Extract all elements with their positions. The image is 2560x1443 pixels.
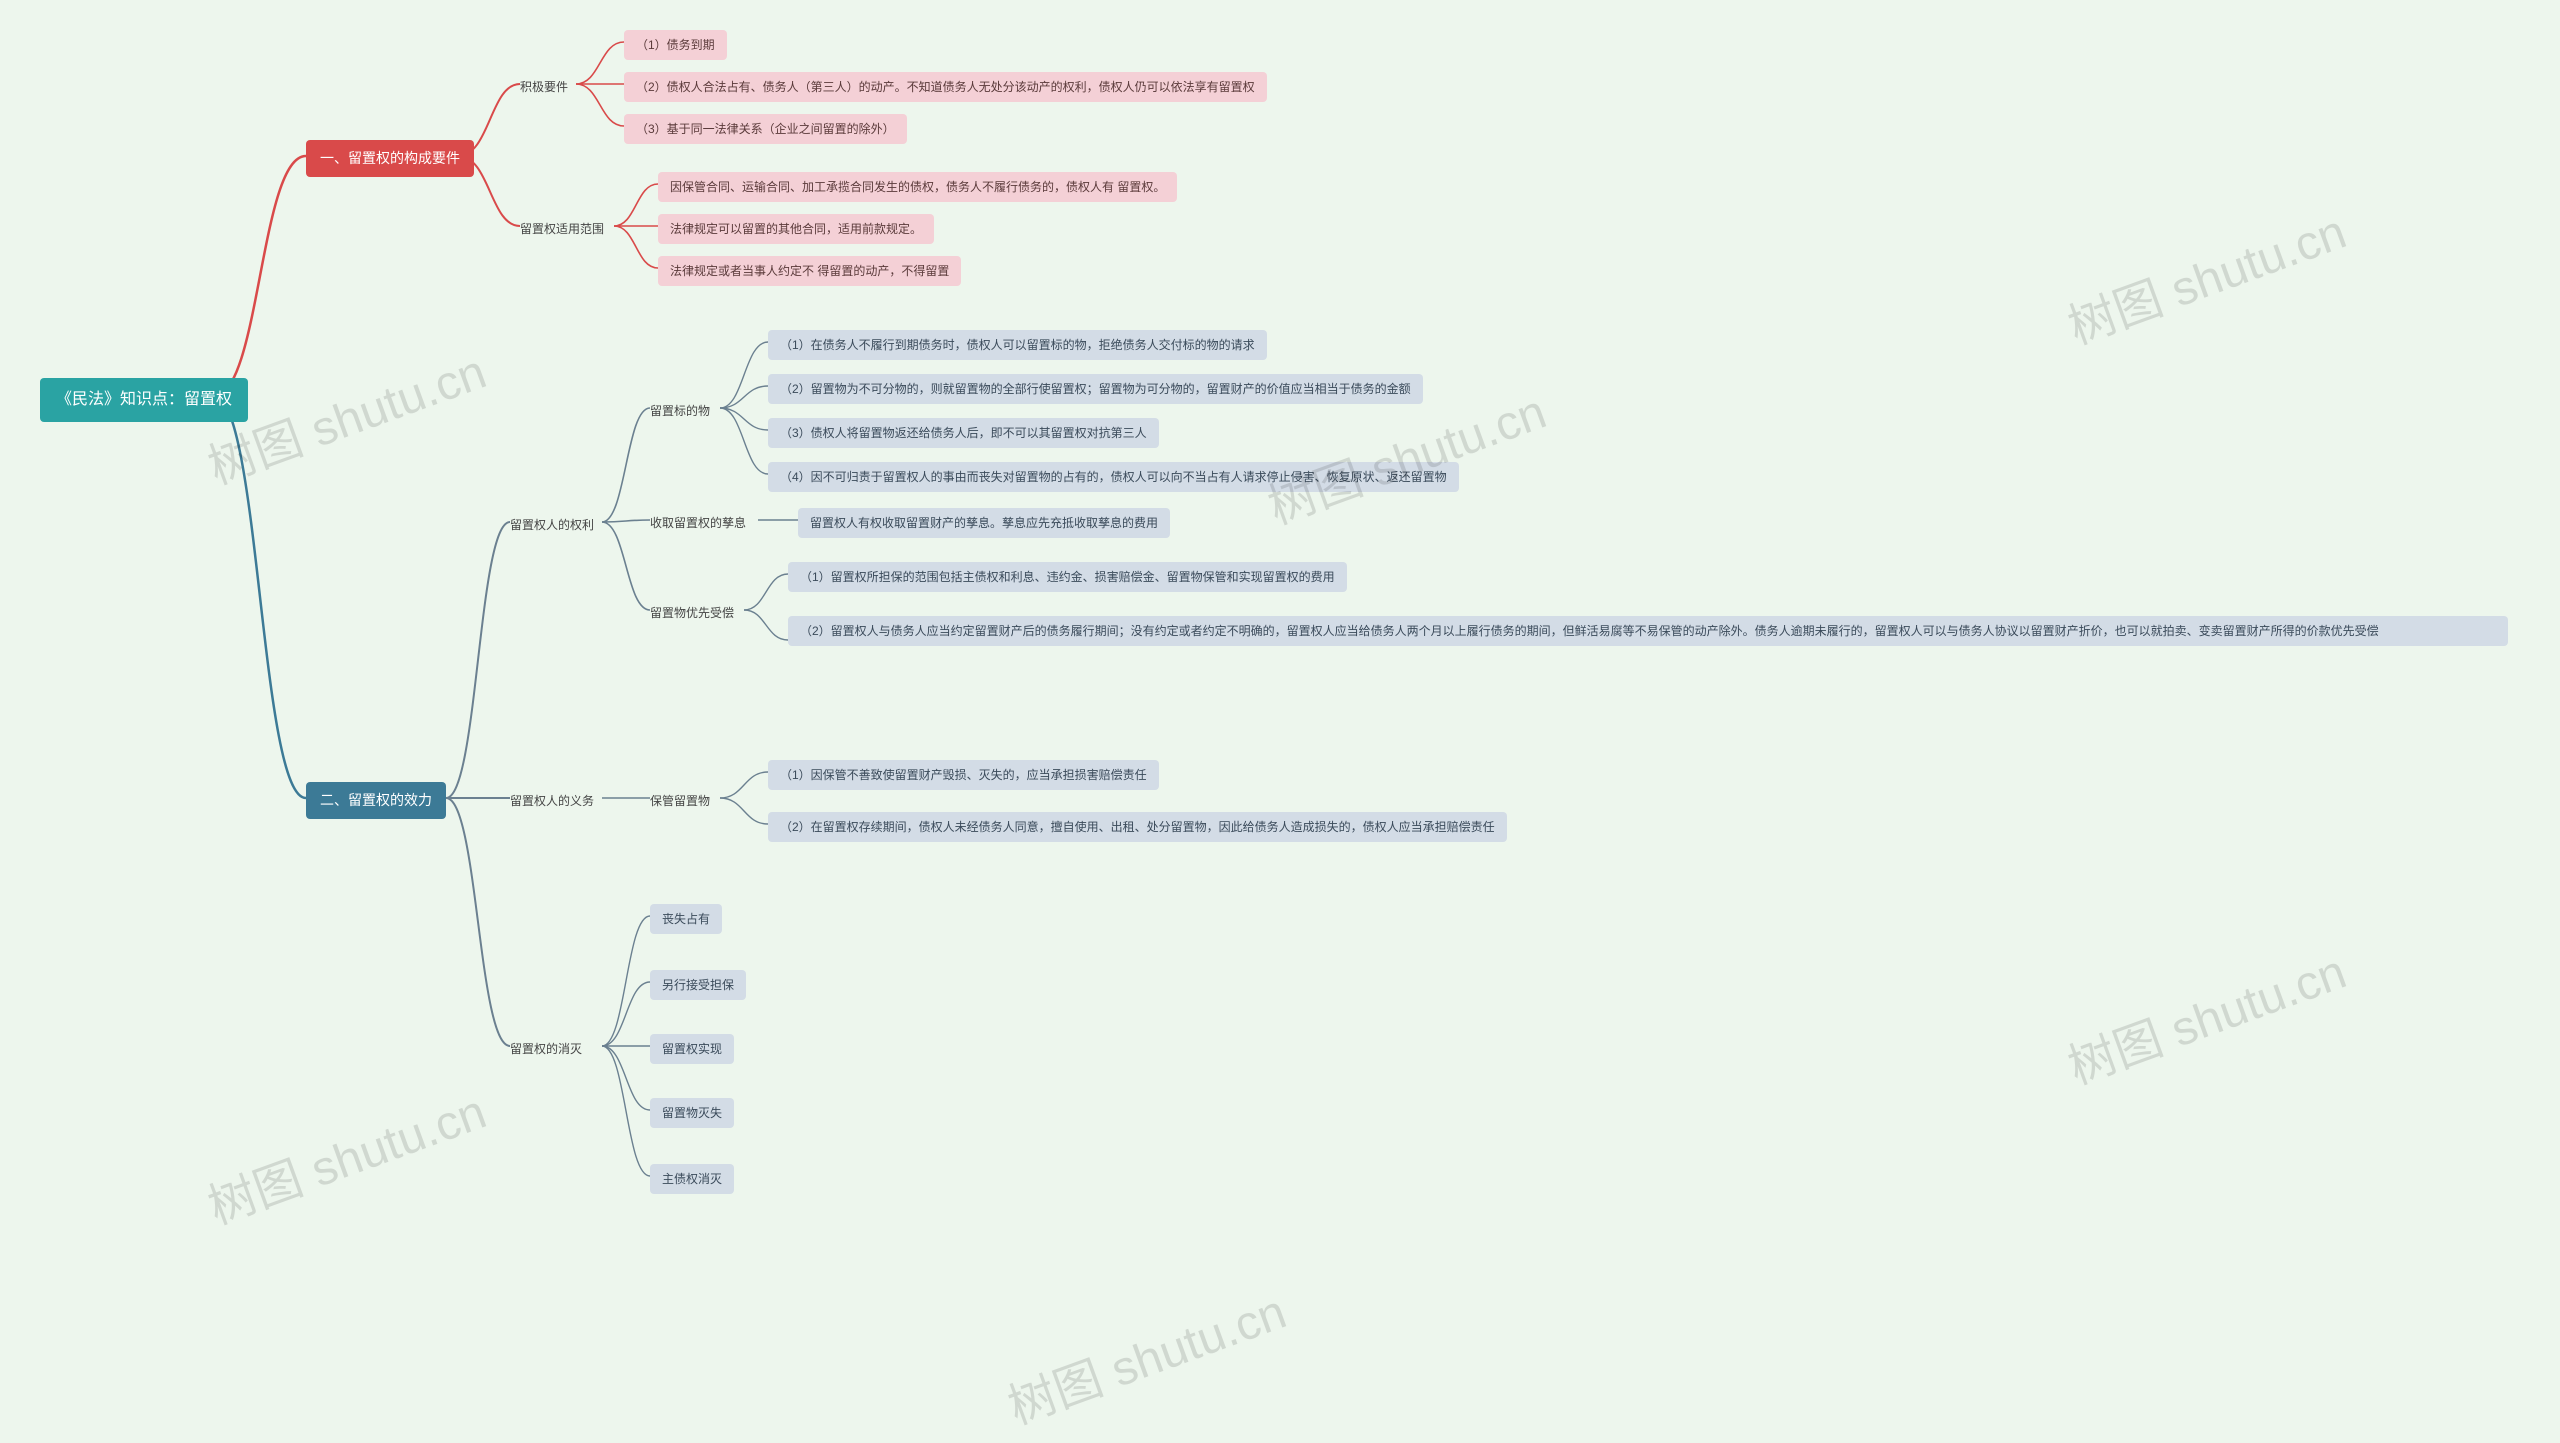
leaf-sec2a1-4[interactable]: （4）因不可归责于留置权人的事由而丧失对留置物的占有的，债权人可以向不当占有人请… [768,462,1459,492]
leaf-sec2c4[interactable]: 留置物灭失 [650,1098,734,1128]
node-sec2a[interactable]: 留置权人的权利 [510,512,594,538]
leaf-sec2a1-3[interactable]: （3）债权人将留置物返还给债务人后，即不可以其留置权对抗第三人 [768,418,1159,448]
leaf-sec1b3[interactable]: 法律规定或者当事人约定不 得留置的动产，不得留置 [658,256,961,286]
leaf-sec2a3-1[interactable]: （1）留置权所担保的范围包括主债权和利息、违约金、损害赔偿金、留置物保管和实现留… [788,562,1347,592]
leaf-sec2c5[interactable]: 主债权消灭 [650,1164,734,1194]
root-node[interactable]: 《民法》知识点：留置权 [40,378,248,422]
node-sec2a2[interactable]: 收取留置权的孳息 [650,510,746,536]
leaf-sec2c1[interactable]: 丧失占有 [650,904,722,934]
leaf-sec1a2[interactable]: （2）债权人合法占有、债务人（第三人）的动产。不知道债务人无处分该动产的权利，债… [624,72,1267,102]
node-sec1a[interactable]: 积极要件 [520,74,568,100]
leaf-sec1a3[interactable]: （3）基于同一法律关系（企业之间留置的除外） [624,114,907,144]
node-sec1[interactable]: 一、留置权的构成要件 [306,140,474,177]
leaf-sec1a1[interactable]: （1）债务到期 [624,30,727,60]
leaf-sec2b1-2[interactable]: （2）在留置权存续期间，债权人未经债务人同意，擅自使用、出租、处分留置物，因此给… [768,812,1507,842]
node-sec2a3[interactable]: 留置物优先受偿 [650,600,734,626]
leaf-sec2c2[interactable]: 另行接受担保 [650,970,746,1000]
node-sec2c[interactable]: 留置权的消灭 [510,1036,582,1062]
watermark: 树图 shutu.cn [997,1272,1294,1437]
watermark: 树图 shutu.cn [197,1072,494,1237]
watermark: 树图 shutu.cn [2057,192,2354,357]
leaf-sec2c3[interactable]: 留置权实现 [650,1034,734,1064]
leaf-sec2a1-2[interactable]: （2）留置物为不可分物的，则就留置物的全部行使留置权；留置物为可分物的，留置财产… [768,374,1423,404]
node-sec1b[interactable]: 留置权适用范围 [520,216,604,242]
node-sec2a1[interactable]: 留置标的物 [650,398,710,424]
leaf-sec2a2-1[interactable]: 留置权人有权收取留置财产的孳息。孳息应先充抵收取孳息的费用 [798,508,1170,538]
node-sec2b[interactable]: 留置权人的义务 [510,788,594,814]
leaf-sec1b2[interactable]: 法律规定可以留置的其他合同，适用前款规定。 [658,214,934,244]
leaf-sec2b1-1[interactable]: （1）因保管不善致使留置财产毁损、灭失的，应当承担损害赔偿责任 [768,760,1159,790]
leaf-sec1b1[interactable]: 因保管合同、运输合同、加工承揽合同发生的债权，债务人不履行债务的，债权人有 留置… [658,172,1177,202]
connector-layer [0,0,2560,1443]
watermark: 树图 shutu.cn [2057,932,2354,1097]
leaf-sec2a3-2[interactable]: （2）留置权人与债务人应当约定留置财产后的债务履行期间；没有约定或者约定不明确的… [788,616,2508,646]
leaf-sec2a1-1[interactable]: （1）在债务人不履行到期债务时，债权人可以留置标的物，拒绝债务人交付标的物的请求 [768,330,1267,360]
node-sec2b1[interactable]: 保管留置物 [650,788,710,814]
node-sec2[interactable]: 二、留置权的效力 [306,782,446,819]
